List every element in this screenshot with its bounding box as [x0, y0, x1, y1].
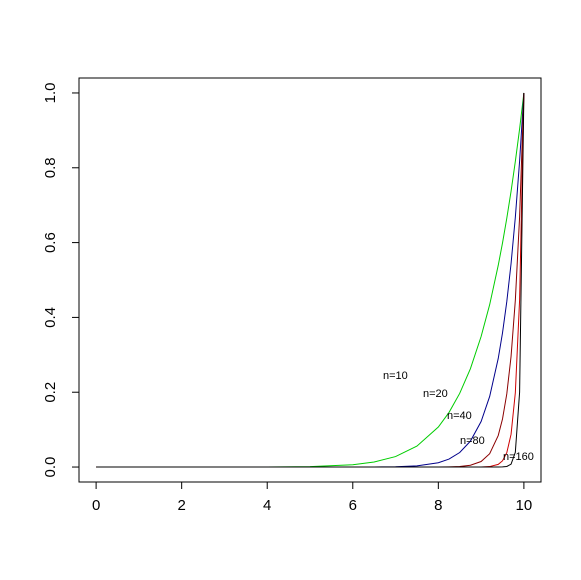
y-tick-label: 0.4	[42, 307, 59, 328]
series-annotation: n=20	[423, 388, 448, 400]
x-tick-label: 0	[92, 497, 100, 514]
x-tick-label: 8	[434, 497, 442, 514]
series-annotation: n=40	[447, 410, 472, 422]
series-line	[96, 92, 525, 468]
series-annotation: n=160	[503, 451, 534, 463]
x-tick-label: 6	[349, 497, 357, 514]
series-annotation: n=80	[460, 435, 485, 447]
y-tick-label: 0.2	[42, 382, 59, 403]
y-tick-label: 1.0	[42, 83, 59, 104]
series-annotation: n=10	[383, 370, 408, 382]
y-tick-label: 0.8	[42, 157, 59, 178]
y-tick-label: 0.0	[42, 457, 59, 478]
x-tick-label: 2	[177, 497, 185, 514]
x-tick-label: 10	[516, 497, 533, 514]
y-tick-label: 0.6	[42, 232, 59, 253]
x-tick-label: 4	[263, 497, 271, 514]
